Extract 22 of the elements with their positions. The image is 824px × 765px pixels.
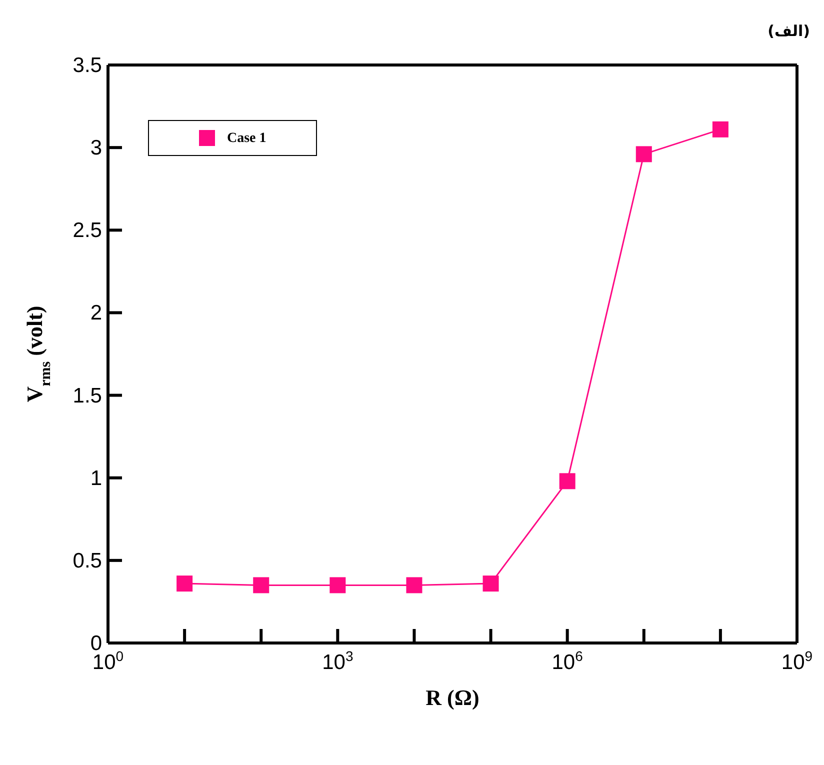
y-tick-label: 3.5 (72, 54, 102, 77)
y-tick-label: 0.5 (72, 549, 102, 572)
point (253, 577, 270, 594)
y-tick-label: 0 (90, 632, 102, 655)
point (482, 576, 499, 592)
y-tick-label: 3 (90, 136, 102, 160)
point (559, 473, 576, 490)
x-tick-label: 10$^{6}$ (552, 648, 584, 674)
x-tick-label: 10$^{3}$ (322, 648, 354, 674)
y-tick-label: 2.5 (72, 219, 102, 242)
y-tick-label: 1.5 (72, 384, 102, 408)
point (330, 577, 346, 594)
point (636, 146, 652, 162)
y-tick-label: 1 (90, 466, 102, 490)
point (176, 576, 193, 592)
legend-label: Case 1 (227, 131, 266, 146)
point (712, 121, 728, 138)
point (406, 577, 422, 594)
x-tick-label: 10$^{9}$ (781, 648, 813, 674)
x-axis-title: R (Ω) (426, 685, 480, 710)
text: (الف) (768, 22, 810, 40)
y-tick-label: 2 (90, 302, 102, 325)
